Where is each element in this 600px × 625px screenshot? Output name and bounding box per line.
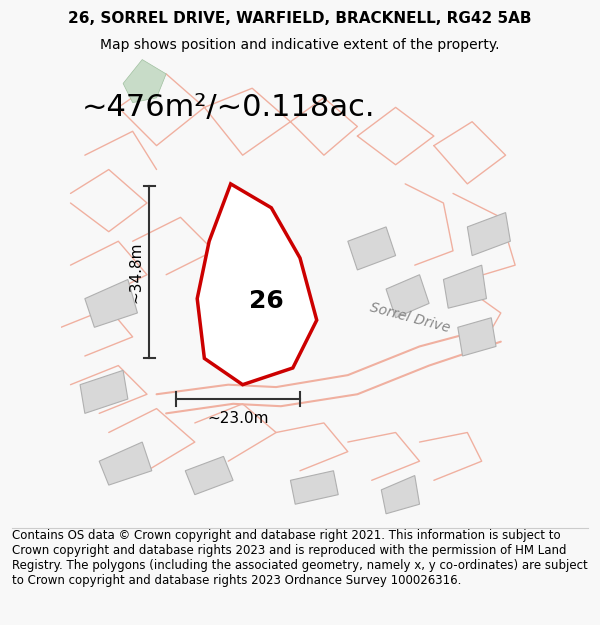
Polygon shape xyxy=(185,456,233,494)
Text: 26: 26 xyxy=(248,289,283,312)
Polygon shape xyxy=(458,318,496,356)
Text: Sorrel Drive: Sorrel Drive xyxy=(368,300,452,335)
Polygon shape xyxy=(348,227,395,270)
Polygon shape xyxy=(290,471,338,504)
Text: Contains OS data © Crown copyright and database right 2021. This information is : Contains OS data © Crown copyright and d… xyxy=(12,529,588,588)
Text: ~23.0m: ~23.0m xyxy=(207,411,269,426)
Text: ~476m²/~0.118ac.: ~476m²/~0.118ac. xyxy=(82,93,375,122)
Text: Map shows position and indicative extent of the property.: Map shows position and indicative extent… xyxy=(100,38,500,51)
Polygon shape xyxy=(443,265,487,308)
Polygon shape xyxy=(99,442,152,485)
Text: 26, SORREL DRIVE, WARFIELD, BRACKNELL, RG42 5AB: 26, SORREL DRIVE, WARFIELD, BRACKNELL, R… xyxy=(68,11,532,26)
Polygon shape xyxy=(197,184,317,384)
Polygon shape xyxy=(467,213,511,256)
Polygon shape xyxy=(381,476,419,514)
Polygon shape xyxy=(80,371,128,413)
Polygon shape xyxy=(85,279,137,328)
Polygon shape xyxy=(386,275,429,318)
Text: ~34.8m: ~34.8m xyxy=(128,242,143,303)
Polygon shape xyxy=(123,59,166,102)
